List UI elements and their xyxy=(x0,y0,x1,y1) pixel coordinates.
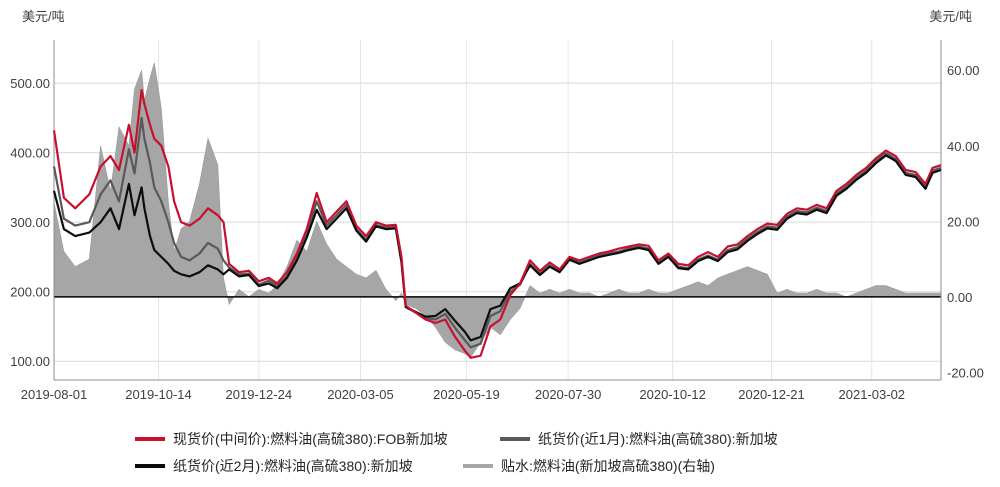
legend-label-paper-2m: 纸货价(近2月):燃料油(高硫380):新加坡 xyxy=(173,458,413,474)
series-line-paper-1m xyxy=(52,116,942,349)
y-right-tick-label: -20.00 xyxy=(947,365,984,380)
x-tick-label: 2021-03-02 xyxy=(839,387,906,402)
y-left-tick-label: 500.00 xyxy=(10,76,50,91)
legend-label-spot-price: 现货价(中间价):燃料油(高硫380):FOB新加坡 xyxy=(173,431,448,447)
y-right-tick-label: 0.00 xyxy=(947,290,972,305)
y-right-tick-label: 40.00 xyxy=(947,139,980,154)
series-line-paper-2m xyxy=(52,154,942,342)
x-tick-label: 2020-03-05 xyxy=(327,387,394,402)
series-area-premium xyxy=(53,62,942,358)
x-tick-label: 2020-05-19 xyxy=(433,387,500,402)
legend-item-premium: 贴水:燃料油(新加坡高硫380)(右轴) xyxy=(463,456,715,476)
legend-swatch-paper-2m xyxy=(135,464,165,468)
legend-item-paper-2m: 纸货价(近2月):燃料油(高硫380):新加坡 xyxy=(135,456,413,476)
legend-label-premium: 贴水:燃料油(新加坡高硫380)(右轴) xyxy=(501,458,715,474)
legend-swatch-paper-1m xyxy=(500,437,530,441)
y-left-tick-label: 100.00 xyxy=(10,354,50,369)
y-left-tick-label: 200.00 xyxy=(10,285,50,300)
x-tick-label: 2020-07-30 xyxy=(535,387,602,402)
x-tick-label: 2019-08-01 xyxy=(21,387,88,402)
y-right-tick-label: 20.00 xyxy=(947,214,980,229)
legend-swatch-spot-price xyxy=(135,437,165,441)
y-right-tick-label: 60.00 xyxy=(947,63,980,78)
right-axis-unit: 美元/吨 xyxy=(929,9,972,24)
legend-label-paper-1m: 纸货价(近1月):燃料油(高硫380):新加坡 xyxy=(538,431,778,447)
left-axis-unit: 美元/吨 xyxy=(22,9,65,24)
legend-item-spot-price: 现货价(中间价):燃料油(高硫380):FOB新加坡 xyxy=(135,429,448,449)
x-tick-label: 2019-10-14 xyxy=(125,387,192,402)
y-left-tick-label: 400.00 xyxy=(10,146,50,161)
legend-swatch-premium xyxy=(463,464,493,468)
y-left-tick-label: 300.00 xyxy=(10,215,50,230)
series-line-spot-price xyxy=(52,88,942,359)
legend-item-paper-1m: 纸货价(近1月):燃料油(高硫380):新加坡 xyxy=(500,429,778,449)
x-tick-label: 2019-12-24 xyxy=(226,387,293,402)
x-tick-label: 2020-12-21 xyxy=(738,387,805,402)
x-tick-label: 2020-10-12 xyxy=(639,387,706,402)
